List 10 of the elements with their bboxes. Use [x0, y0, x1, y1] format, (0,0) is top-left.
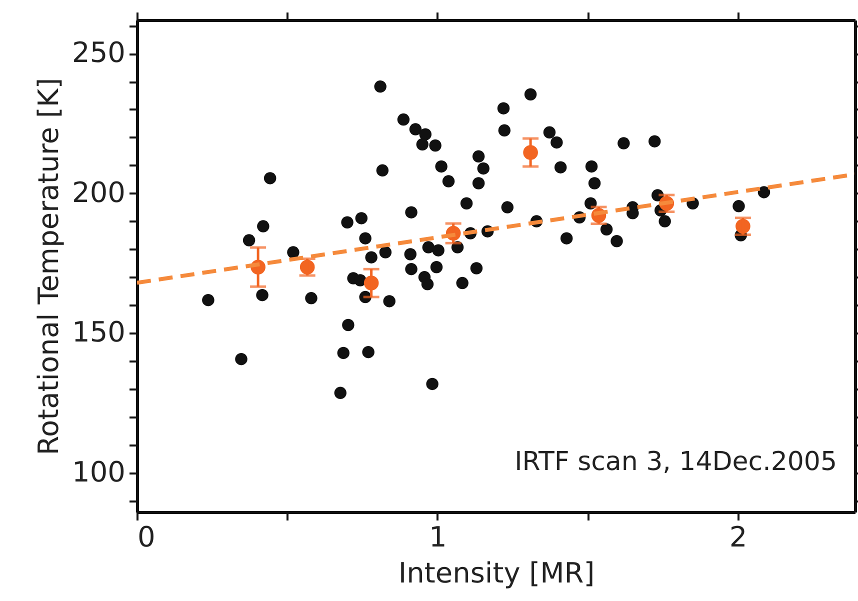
y-axis-title: Rotational Temperature [K] [32, 78, 66, 456]
y-tick-label: 150 [72, 316, 126, 349]
y-tick-label: 200 [72, 176, 126, 209]
x-tick-label: 0 [138, 520, 156, 554]
y-tick-label: 250 [72, 36, 126, 70]
x-tick-label: 2 [729, 520, 748, 554]
x-tick-label: 1 [429, 520, 447, 554]
x-axis-title: Intensity [MR] [398, 556, 595, 590]
y-tick-label: 100 [72, 455, 126, 488]
annotation: IRTF scan 3, 14Dec.2005 [514, 447, 837, 477]
